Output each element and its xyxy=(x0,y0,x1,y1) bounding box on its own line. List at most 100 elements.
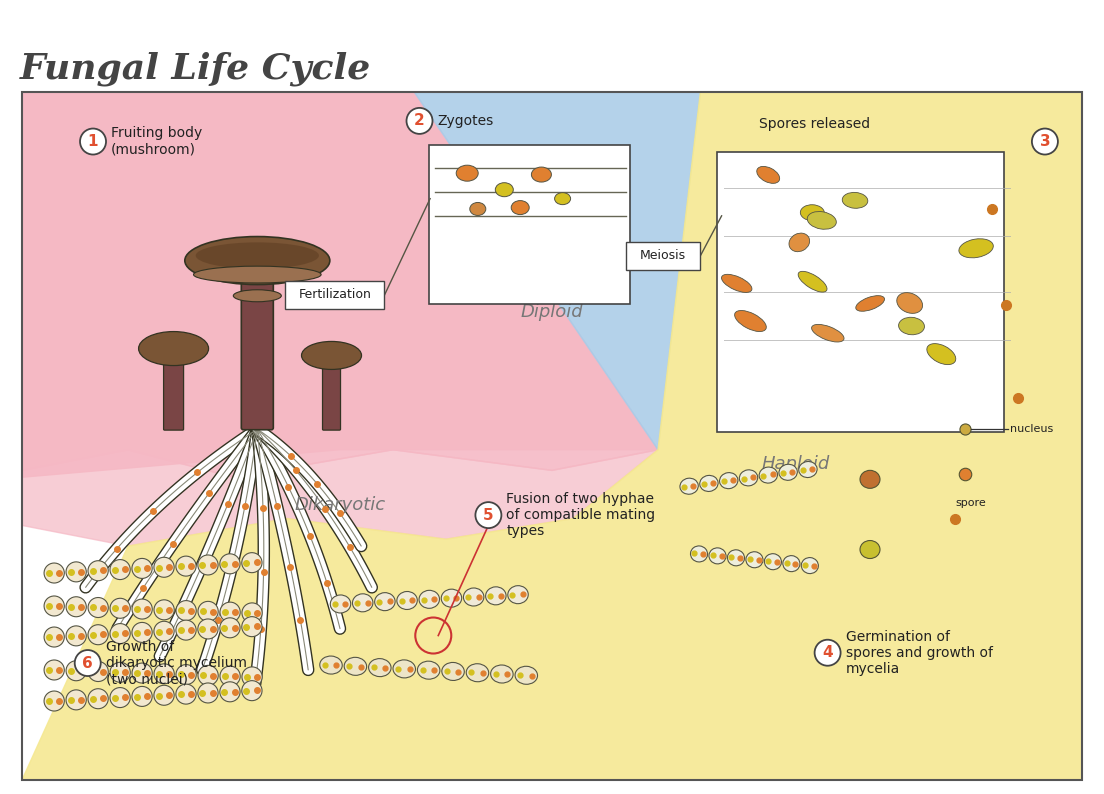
FancyBboxPatch shape xyxy=(429,145,630,303)
Ellipse shape xyxy=(789,233,809,252)
Text: Dikaryotic: Dikaryotic xyxy=(295,495,385,514)
Ellipse shape xyxy=(110,623,130,644)
Ellipse shape xyxy=(66,597,86,617)
Ellipse shape xyxy=(860,541,880,558)
Polygon shape xyxy=(414,92,700,449)
Text: spore: spore xyxy=(955,498,986,508)
Ellipse shape xyxy=(456,165,478,181)
Ellipse shape xyxy=(44,596,64,616)
Ellipse shape xyxy=(779,464,797,480)
Ellipse shape xyxy=(110,599,130,619)
Ellipse shape xyxy=(242,553,262,572)
Text: Haploid: Haploid xyxy=(762,454,830,472)
Ellipse shape xyxy=(198,601,219,622)
Ellipse shape xyxy=(690,546,708,562)
Ellipse shape xyxy=(301,341,361,369)
Text: 6: 6 xyxy=(83,656,93,671)
Ellipse shape xyxy=(374,592,395,611)
Ellipse shape xyxy=(799,461,817,477)
Ellipse shape xyxy=(88,661,108,681)
Ellipse shape xyxy=(496,183,513,197)
FancyBboxPatch shape xyxy=(626,241,700,270)
Ellipse shape xyxy=(88,561,108,580)
Ellipse shape xyxy=(396,592,417,610)
Text: Growth of
dikaryotic mycelium
(two nuclei): Growth of dikaryotic mycelium (two nucle… xyxy=(106,640,246,686)
Ellipse shape xyxy=(242,680,262,700)
Ellipse shape xyxy=(896,293,923,314)
Ellipse shape xyxy=(153,685,174,705)
FancyBboxPatch shape xyxy=(718,152,1004,432)
Ellipse shape xyxy=(176,665,197,684)
Ellipse shape xyxy=(233,290,282,302)
Ellipse shape xyxy=(709,548,726,564)
Ellipse shape xyxy=(511,201,529,214)
Ellipse shape xyxy=(88,625,108,645)
Ellipse shape xyxy=(44,627,64,647)
Ellipse shape xyxy=(176,556,197,576)
Ellipse shape xyxy=(466,664,489,682)
Ellipse shape xyxy=(110,560,130,580)
Ellipse shape xyxy=(193,266,321,283)
Ellipse shape xyxy=(88,598,108,618)
Ellipse shape xyxy=(66,690,86,710)
Circle shape xyxy=(1032,129,1058,155)
Ellipse shape xyxy=(927,344,956,364)
Ellipse shape xyxy=(442,662,465,680)
Ellipse shape xyxy=(132,663,152,683)
Text: Germination of
spores and growth of
mycelia: Germination of spores and growth of myce… xyxy=(846,630,992,676)
Ellipse shape xyxy=(320,656,342,674)
FancyBboxPatch shape xyxy=(242,276,274,430)
Ellipse shape xyxy=(369,658,391,676)
Ellipse shape xyxy=(153,664,174,684)
Circle shape xyxy=(75,650,100,676)
Circle shape xyxy=(815,640,840,665)
Text: 5: 5 xyxy=(484,507,493,522)
Ellipse shape xyxy=(740,470,757,486)
Ellipse shape xyxy=(680,478,699,494)
Ellipse shape xyxy=(783,556,800,572)
Ellipse shape xyxy=(139,332,209,365)
Ellipse shape xyxy=(176,600,197,621)
Circle shape xyxy=(476,502,501,528)
Text: 3: 3 xyxy=(1040,134,1050,149)
Ellipse shape xyxy=(176,620,197,640)
FancyBboxPatch shape xyxy=(285,281,384,309)
Ellipse shape xyxy=(44,563,64,583)
Ellipse shape xyxy=(176,684,197,704)
Polygon shape xyxy=(22,92,1082,780)
Ellipse shape xyxy=(220,666,241,686)
Ellipse shape xyxy=(132,599,152,619)
Ellipse shape xyxy=(220,682,240,702)
Ellipse shape xyxy=(802,557,818,573)
Ellipse shape xyxy=(352,594,373,612)
Text: nucleus: nucleus xyxy=(1010,424,1053,434)
Polygon shape xyxy=(22,92,658,477)
Ellipse shape xyxy=(554,193,571,205)
Text: Fungal Life Cycle: Fungal Life Cycle xyxy=(20,52,371,87)
Ellipse shape xyxy=(242,603,262,623)
Ellipse shape xyxy=(486,587,506,605)
Ellipse shape xyxy=(760,467,777,483)
Text: Fruiting body
(mushroom): Fruiting body (mushroom) xyxy=(112,126,202,156)
Ellipse shape xyxy=(756,167,779,183)
Ellipse shape xyxy=(195,242,319,268)
Ellipse shape xyxy=(110,688,130,707)
Text: Diploid: Diploid xyxy=(521,303,583,321)
Ellipse shape xyxy=(746,552,763,568)
Text: 2: 2 xyxy=(414,114,425,129)
Ellipse shape xyxy=(959,239,994,258)
Ellipse shape xyxy=(734,310,766,332)
Ellipse shape xyxy=(417,661,439,679)
Text: Spores released: Spores released xyxy=(758,117,870,131)
Ellipse shape xyxy=(110,662,130,682)
Ellipse shape xyxy=(811,325,845,342)
Ellipse shape xyxy=(184,237,330,284)
Text: Zygotes: Zygotes xyxy=(437,114,493,128)
Ellipse shape xyxy=(700,476,718,491)
Ellipse shape xyxy=(720,472,737,488)
Ellipse shape xyxy=(66,661,86,680)
Ellipse shape xyxy=(198,683,219,703)
FancyBboxPatch shape xyxy=(22,92,1082,780)
Text: Fertilization: Fertilization xyxy=(298,288,371,302)
Ellipse shape xyxy=(198,665,219,685)
